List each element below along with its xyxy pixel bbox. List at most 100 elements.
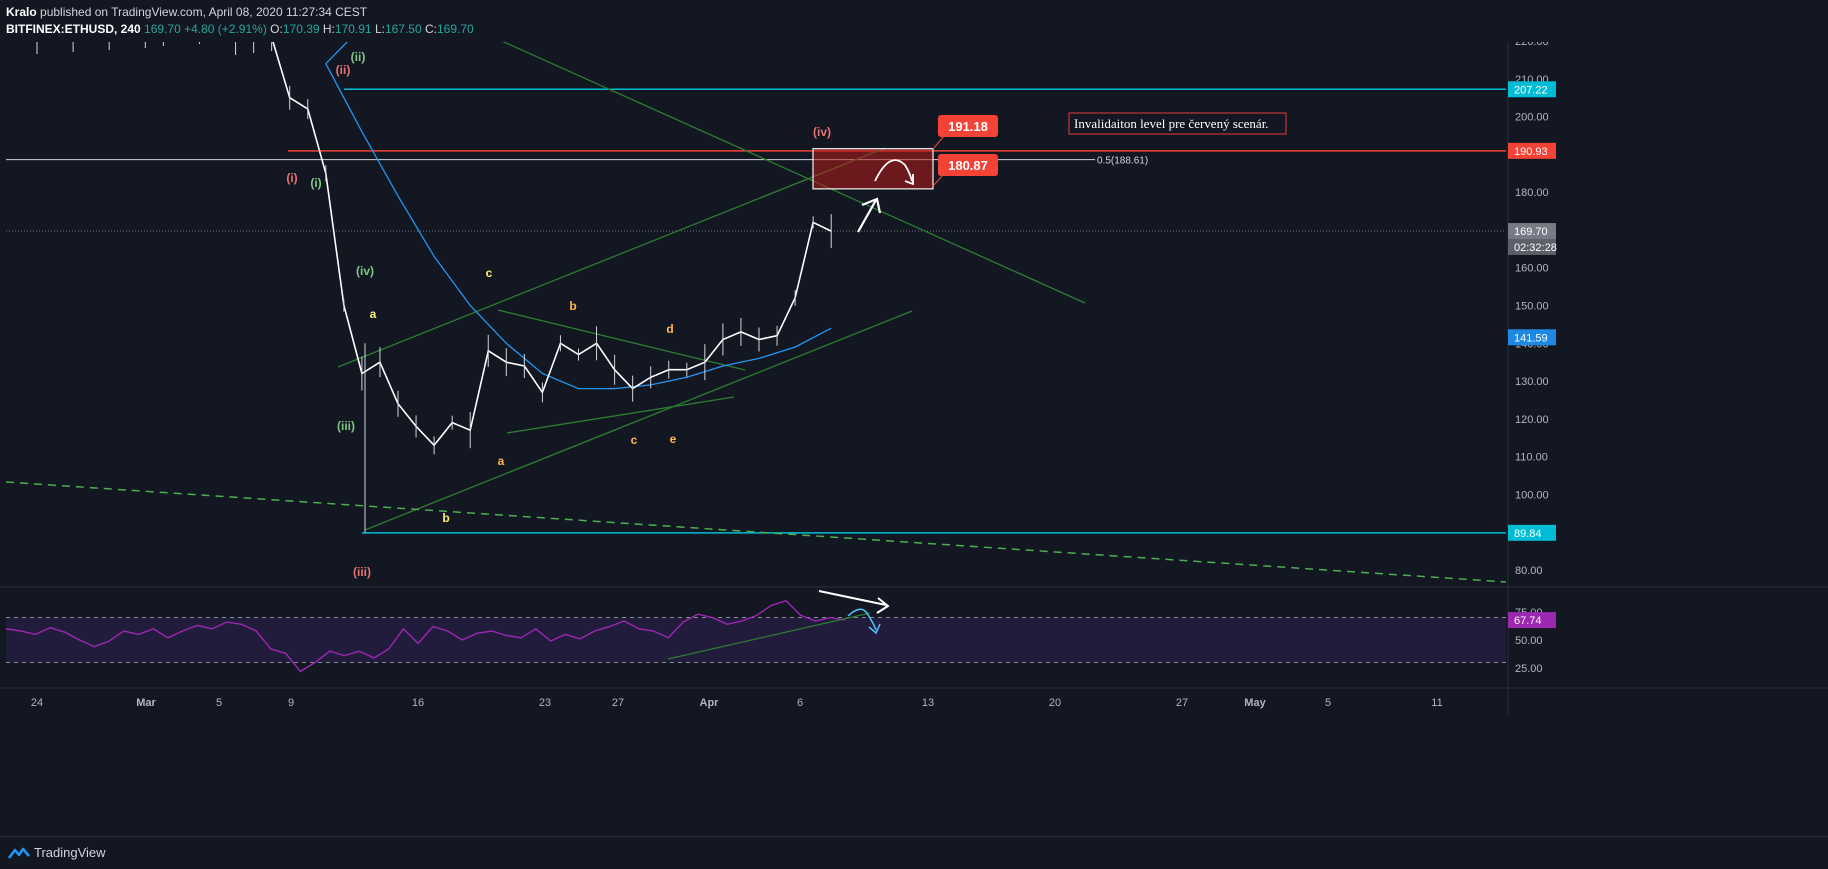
symbol-info: BITFINEX:ETHUSD, 240 169.70 +4.80 (+2.91… (6, 22, 474, 36)
wave-label: c (486, 266, 493, 280)
target-zone-box (812, 148, 934, 190)
up-arrow (857, 199, 877, 233)
y-tick-label: 110.00 (1515, 452, 1548, 464)
publish-info: Kralo published on TradingView.com, Apri… (6, 5, 367, 19)
target-high-label: 191.18 (948, 119, 988, 134)
trendline (497, 309, 746, 371)
x-tick-label: 16 (412, 697, 424, 709)
y-tick-label: 160.00 (1515, 263, 1549, 275)
open-label: O: (270, 22, 283, 36)
y-tick-label: 120.00 (1515, 414, 1549, 426)
symbol-name[interactable]: BITFINEX:ETHUSD, 240 (6, 22, 141, 36)
price-tag-label: 169.70 (1514, 226, 1548, 238)
price-tag (1508, 223, 1556, 240)
x-tick-label: 9 (288, 697, 294, 709)
wave-label: a (370, 307, 377, 321)
fib-level-label: 0.5(188.61) (1097, 156, 1148, 167)
dashed-trendline (5, 481, 1507, 583)
rsi-tick-label: 25.00 (1515, 663, 1543, 675)
target-curve-arrow (874, 159, 913, 182)
x-tick-label: 23 (539, 697, 551, 709)
open-value: 170.39 (282, 22, 320, 36)
wave-label: (iv) (813, 125, 831, 139)
x-tick-label: 6 (797, 697, 803, 709)
high-label: H: (322, 22, 335, 36)
x-tick-label: Mar (136, 697, 156, 709)
x-tick-label: 20 (1049, 697, 1061, 709)
rsi-tick-label: 50.00 (1515, 635, 1543, 647)
tradingview-brand: TradingView (34, 845, 106, 860)
wave-label: (i) (286, 171, 297, 185)
price-tag (1508, 81, 1556, 98)
x-tick-label: 5 (1325, 697, 1331, 709)
ma-line (325, 36, 832, 390)
x-tick-label: 24 (31, 697, 43, 709)
x-tick-label: Apr (700, 697, 720, 709)
wave-label: b (569, 299, 576, 313)
x-tick-label: 5 (216, 697, 222, 709)
x-tick-label: 27 (1176, 697, 1188, 709)
last-price: 169.70 (144, 22, 181, 36)
invalidation-note: Invalidaiton level pre červený scenár. (1074, 116, 1269, 131)
close-value: 169.70 (437, 22, 474, 36)
price-tag (1508, 329, 1556, 346)
chart-header: Kralo published on TradingView.com, Apri… (0, 0, 1828, 42)
target-low-label: 180.87 (948, 158, 988, 173)
rsi-band (6, 617, 1506, 663)
trendline (506, 396, 735, 434)
rsi-divergence-arrowhead (876, 597, 890, 614)
price-tag (1508, 142, 1556, 159)
author-name[interactable]: Kralo (6, 5, 37, 19)
price-tag (1508, 524, 1556, 541)
x-tick-label: 27 (612, 697, 624, 709)
rsi-trendline (667, 612, 871, 660)
wave-label: (iii) (337, 419, 355, 433)
y-tick-label: 100.00 (1515, 489, 1549, 501)
x-tick-label: 11 (1431, 697, 1442, 709)
price-tag-label: 190.93 (1514, 146, 1548, 158)
high-value: 170.91 (334, 22, 372, 36)
low-value: 167.50 (384, 22, 422, 36)
wave-label: d (666, 322, 673, 336)
wave-label: (iv) (356, 264, 374, 278)
y-tick-label: 80.00 (1515, 565, 1543, 577)
tradingview-logo[interactable]: TradingView (8, 845, 106, 860)
rsi-blue-arrow (847, 608, 877, 631)
price-tag-label: 02:32:28 (1514, 242, 1557, 254)
price-tag-label: 207.22 (1514, 84, 1548, 96)
price-tag (1508, 238, 1556, 255)
price-tag-label: 141.59 (1514, 332, 1548, 344)
wave-label: c (631, 433, 638, 447)
wave-label: (ii) (336, 63, 351, 77)
price-chart[interactable]: 220.00210.00200.00190.00180.00170.00160.… (0, 0, 1828, 836)
wave-label: e (670, 432, 677, 446)
low-label: L: (374, 22, 385, 36)
target-curve-arrowhead (904, 174, 914, 186)
invalidation-note-box (1068, 112, 1287, 135)
wave-label: (iii) (353, 565, 371, 579)
rsi-blue-arrowhead (868, 623, 881, 635)
rsi-divergence-arrow (818, 590, 887, 606)
y-tick-label: 150.00 (1515, 301, 1549, 313)
rsi-tag (1508, 612, 1556, 629)
publish-text: published on TradingView.com, April 08, … (40, 5, 368, 19)
tradingview-logo-icon (8, 847, 30, 859)
close-label: C: (425, 22, 437, 36)
x-tick-label: 13 (922, 697, 934, 709)
price-change: +4.80 (+2.91%) (184, 22, 267, 36)
rsi-line (5, 600, 846, 673)
trendline (364, 310, 913, 531)
wave-label: (ii) (351, 50, 366, 64)
wave-label: (i) (310, 176, 321, 190)
x-tick-label: May (1244, 697, 1266, 709)
y-tick-label: 130.00 (1515, 376, 1549, 388)
wave-label: b (442, 511, 449, 525)
callout-connector (932, 135, 945, 150)
chart-footer: TradingView (0, 836, 1828, 869)
target-low-callout (938, 154, 998, 176)
y-tick-label: 180.00 (1515, 187, 1549, 199)
chart-background (0, 0, 1828, 836)
price-tag-label: 89.84 (1514, 528, 1542, 540)
wave-label: a (498, 454, 505, 468)
y-tick-label: 200.00 (1515, 112, 1549, 124)
